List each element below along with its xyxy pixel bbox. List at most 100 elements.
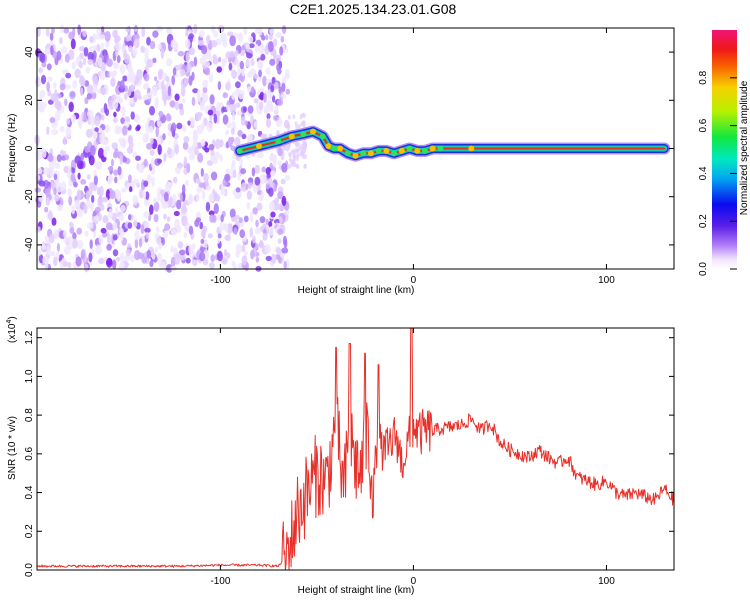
noise-speck: [171, 75, 175, 86]
noise-speck: [259, 91, 265, 101]
noise-speck: [273, 115, 279, 121]
noise-speck: [38, 67, 43, 74]
noise-speck: [206, 34, 211, 45]
noise-speck: [166, 264, 173, 273]
y-tick-label: 1.2: [24, 330, 35, 344]
noise-speck: [255, 256, 260, 263]
snr-series-line: [36, 327, 675, 571]
noise-speck: [237, 32, 244, 43]
noise-speck: [195, 217, 201, 223]
noise-speck: [265, 118, 272, 128]
noise-speck: [254, 227, 261, 235]
noise-speck: [91, 194, 95, 203]
colorbar-tick-label: 0.2: [698, 214, 709, 228]
noise-speck: [76, 239, 84, 250]
noise-speck: [213, 203, 219, 215]
noise-speck: [217, 233, 222, 239]
noise-speck: [64, 84, 71, 90]
noise-speck: [243, 106, 247, 113]
noise-speck: [220, 214, 224, 223]
noise-speck: [79, 76, 86, 86]
noise-speck: [208, 210, 215, 216]
noise-speck: [269, 33, 273, 41]
noise-speck: [37, 249, 42, 256]
noise-speck: [100, 204, 105, 211]
noise-speck: [200, 238, 205, 244]
noise-speck: [279, 46, 284, 56]
noise-speck: [218, 102, 224, 108]
x-tick-label: -100: [210, 576, 230, 587]
noise-speck: [84, 230, 89, 237]
noise-speck: [59, 126, 65, 133]
noise-speck: [267, 41, 274, 52]
noise-speck: [234, 214, 240, 220]
noise-speck: [221, 257, 228, 265]
noise-speck: [252, 207, 258, 215]
noise-speck: [85, 128, 93, 138]
noise-speck: [149, 105, 155, 116]
x-tick-label: 100: [598, 275, 615, 286]
noise-speck: [146, 58, 154, 68]
noise-speck: [132, 151, 137, 158]
noise-speck: [235, 81, 241, 89]
noise-speck: [179, 193, 184, 203]
y-tick-label: 0.8: [24, 408, 35, 422]
noise-speck: [280, 178, 286, 185]
noise-speck: [80, 152, 85, 161]
noise-speck: [235, 243, 243, 254]
noise-speck: [230, 127, 235, 135]
noise-speck: [149, 204, 154, 215]
noise-speck: [40, 74, 47, 85]
noise-speck: [273, 218, 281, 225]
noise-speck: [50, 181, 54, 189]
noise-speck: [109, 71, 113, 78]
noise-speck: [78, 61, 83, 69]
ridge-peak-blob: [288, 133, 295, 140]
noise-speck: [113, 111, 117, 118]
noise-speck: [184, 38, 191, 49]
noise-speck: [176, 167, 181, 174]
noise-speck: [239, 157, 243, 166]
noise-speck: [54, 162, 61, 169]
noise-speck: [303, 163, 307, 169]
noise-speck: [88, 252, 93, 263]
noise-speck: [44, 188, 51, 197]
noise-speck: [155, 126, 159, 138]
noise-speck: [223, 248, 228, 257]
x-tick-label: 0: [411, 576, 417, 587]
noise-speck: [144, 222, 150, 228]
noise-speck: [269, 28, 275, 35]
noise-speck: [142, 133, 149, 144]
noise-speck: [288, 152, 292, 158]
noise-speck: [68, 101, 74, 113]
noise-speck: [257, 27, 263, 36]
noise-speck: [197, 152, 204, 163]
ridge-peak-blob: [398, 147, 405, 154]
noise-speck: [241, 44, 246, 51]
noise-speck: [214, 151, 221, 160]
noise-speck: [204, 147, 210, 153]
noise-speck: [117, 166, 122, 176]
noise-speck: [46, 63, 52, 71]
noise-speck: [264, 244, 271, 254]
ridge-peak-blob: [414, 147, 421, 154]
noise-speck: [180, 86, 186, 97]
noise-speck: [229, 208, 236, 219]
noise-speck: [104, 41, 110, 48]
noise-speck: [239, 229, 245, 239]
noise-speck: [183, 231, 187, 239]
snr-multiplier-base: (x10: [7, 323, 18, 343]
noise-speck: [288, 157, 292, 163]
noise-speck: [109, 190, 116, 200]
noise-speck: [70, 38, 76, 50]
noise-speck: [293, 148, 297, 154]
noise-speck: [254, 176, 261, 186]
noise-speck: [285, 68, 290, 78]
noise-speck: [138, 237, 143, 248]
noise-speck: [94, 206, 101, 214]
noise-speck: [181, 98, 186, 104]
noise-speck: [246, 201, 251, 210]
noise-speck: [112, 234, 118, 241]
noise-speck: [256, 202, 263, 211]
noise-speck: [169, 100, 176, 108]
